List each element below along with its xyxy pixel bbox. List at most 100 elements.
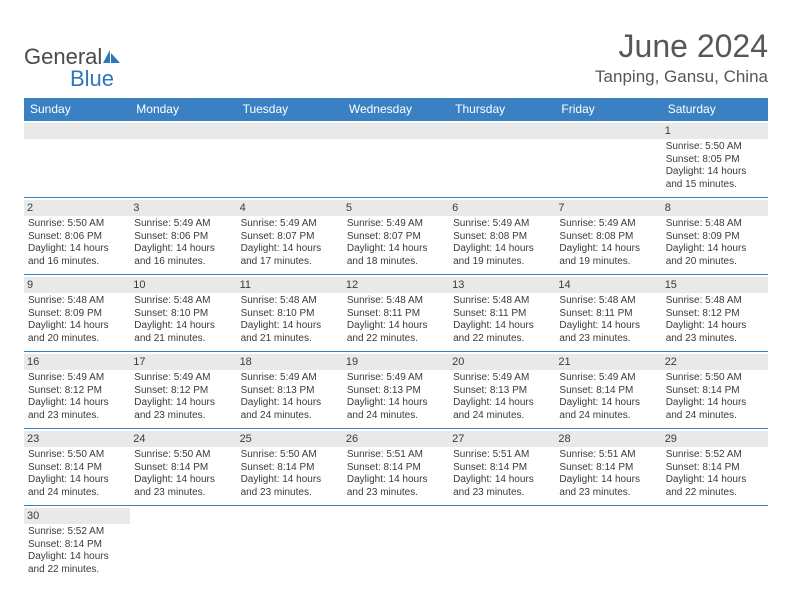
daylight-label: Daylight: — [559, 320, 601, 331]
sunset-label: Sunset: — [559, 231, 596, 242]
day-info: Sunrise: 5:49 AMSunset: 8:13 PMDaylight:… — [347, 372, 445, 422]
sunrise-line: Sunrise: 5:50 AM — [666, 372, 764, 385]
sunrise-label: Sunrise: — [453, 218, 492, 229]
sunrise-line: Sunrise: 5:49 AM — [347, 372, 445, 385]
sunset-label: Sunset: — [241, 231, 278, 242]
brand-text: GeneralBlue — [24, 46, 121, 90]
day-info: Sunrise: 5:49 AMSunset: 8:13 PMDaylight:… — [453, 372, 551, 422]
weekday-header: Sunday — [24, 98, 130, 121]
day-cell: 11Sunrise: 5:48 AMSunset: 8:10 PMDayligh… — [237, 275, 343, 351]
day-number: 9 — [24, 277, 130, 293]
sunrise-value: 5:48 AM — [599, 295, 636, 306]
day-number: 20 — [449, 354, 555, 370]
daylight-line: Daylight: 14 hours and 15 minutes. — [666, 166, 764, 191]
daylight-label: Daylight: — [559, 474, 601, 485]
day-info: Sunrise: 5:48 AMSunset: 8:10 PMDaylight:… — [134, 295, 232, 345]
empty-cell — [237, 506, 343, 582]
empty-cell — [555, 121, 661, 197]
sunrise-value: 5:48 AM — [67, 295, 104, 306]
day-number: 27 — [449, 431, 555, 447]
weekday-header: Tuesday — [237, 98, 343, 121]
sunrise-value: 5:49 AM — [599, 218, 636, 229]
sunrise-value: 5:49 AM — [493, 218, 530, 229]
sunrise-value: 5:51 AM — [386, 449, 423, 460]
sunrise-label: Sunrise: — [666, 372, 705, 383]
day-number: 15 — [662, 277, 768, 293]
sunset-value: 8:14 PM — [490, 462, 527, 473]
day-info: Sunrise: 5:49 AMSunset: 8:12 PMDaylight:… — [134, 372, 232, 422]
sunrise-line: Sunrise: 5:49 AM — [28, 372, 126, 385]
sunset-value: 8:11 PM — [384, 308, 421, 319]
sunset-line: Sunset: 8:14 PM — [134, 462, 232, 475]
sunrise-line: Sunrise: 5:50 AM — [134, 449, 232, 462]
daylight-label: Daylight: — [134, 243, 176, 254]
day-number: 29 — [662, 431, 768, 447]
daylight-line: Daylight: 14 hours and 24 minutes. — [453, 397, 551, 422]
sunrise-value: 5:50 AM — [705, 141, 742, 152]
day-cell: 13Sunrise: 5:48 AMSunset: 8:11 PMDayligh… — [449, 275, 555, 351]
sunrise-label: Sunrise: — [241, 372, 280, 383]
daylight-label: Daylight: — [134, 474, 176, 485]
day-info: Sunrise: 5:52 AMSunset: 8:14 PMDaylight:… — [28, 526, 126, 576]
day-info: Sunrise: 5:49 AMSunset: 8:08 PMDaylight:… — [453, 218, 551, 268]
weekday-header: Monday — [130, 98, 236, 121]
daylight-line: Daylight: 14 hours and 16 minutes. — [28, 243, 126, 268]
daylight-line: Daylight: 14 hours and 24 minutes. — [559, 397, 657, 422]
day-info: Sunrise: 5:48 AMSunset: 8:11 PMDaylight:… — [347, 295, 445, 345]
sunrise-value: 5:49 AM — [174, 372, 211, 383]
week-row: 16Sunrise: 5:49 AMSunset: 8:12 PMDayligh… — [24, 352, 768, 429]
day-number: 22 — [662, 354, 768, 370]
sunrise-label: Sunrise: — [347, 295, 386, 306]
empty-day-bar — [24, 123, 130, 139]
day-number: 28 — [555, 431, 661, 447]
sunset-label: Sunset: — [559, 308, 596, 319]
daylight-label: Daylight: — [28, 243, 70, 254]
sunset-line: Sunset: 8:11 PM — [559, 308, 657, 321]
day-info: Sunrise: 5:48 AMSunset: 8:10 PMDaylight:… — [241, 295, 339, 345]
daylight-label: Daylight: — [28, 474, 70, 485]
daylight-line: Daylight: 14 hours and 22 minutes. — [28, 551, 126, 576]
sunset-value: 8:13 PM — [277, 385, 314, 396]
daylight-line: Daylight: 14 hours and 18 minutes. — [347, 243, 445, 268]
day-number: 13 — [449, 277, 555, 293]
sunrise-value: 5:51 AM — [599, 449, 636, 460]
day-info: Sunrise: 5:50 AMSunset: 8:14 PMDaylight:… — [241, 449, 339, 499]
sunset-value: 8:12 PM — [171, 385, 208, 396]
sunrise-value: 5:50 AM — [174, 449, 211, 460]
sunrise-label: Sunrise: — [347, 372, 386, 383]
sunset-line: Sunset: 8:11 PM — [453, 308, 551, 321]
daylight-line: Daylight: 14 hours and 24 minutes. — [241, 397, 339, 422]
daylight-line: Daylight: 14 hours and 21 minutes. — [241, 320, 339, 345]
daylight-label: Daylight: — [134, 397, 176, 408]
brand-blue: Blue — [70, 66, 114, 91]
sunset-line: Sunset: 8:09 PM — [28, 308, 126, 321]
day-number: 7 — [555, 200, 661, 216]
day-cell: 19Sunrise: 5:49 AMSunset: 8:13 PMDayligh… — [343, 352, 449, 428]
day-info: Sunrise: 5:51 AMSunset: 8:14 PMDaylight:… — [453, 449, 551, 499]
sunset-line: Sunset: 8:14 PM — [559, 462, 657, 475]
sunrise-line: Sunrise: 5:49 AM — [559, 218, 657, 231]
day-cell: 20 Sunrise: 5:49 AMSunset: 8:13 PMDayligh… — [449, 352, 555, 428]
sunset-line: Sunset: 8:06 PM — [134, 231, 232, 244]
sunset-line: Sunset: 8:12 PM — [666, 308, 764, 321]
day-cell: 2Sunrise: 5:50 AMSunset: 8:06 PMDaylight… — [24, 198, 130, 274]
sunrise-label: Sunrise: — [347, 218, 386, 229]
day-info: Sunrise: 5:49 AMSunset: 8:06 PMDaylight:… — [134, 218, 232, 268]
empty-cell — [130, 121, 236, 197]
daylight-line: Daylight: 14 hours and 20 minutes. — [666, 243, 764, 268]
sunrise-line: Sunrise: 5:49 AM — [559, 372, 657, 385]
day-number: 25 — [237, 431, 343, 447]
day-info: Sunrise: 5:50 AMSunset: 8:06 PMDaylight:… — [28, 218, 126, 268]
day-cell: 8Sunrise: 5:48 AMSunset: 8:09 PMDaylight… — [662, 198, 768, 274]
sunset-label: Sunset: — [28, 539, 65, 550]
sunset-line: Sunset: 8:11 PM — [347, 308, 445, 321]
sunrise-label: Sunrise: — [559, 218, 598, 229]
sunrise-value: 5:52 AM — [67, 526, 104, 537]
calendar-grid: SundayMondayTuesdayWednesdayThursdayFrid… — [24, 98, 768, 582]
weekday-header: Wednesday — [343, 98, 449, 121]
sunset-label: Sunset: — [28, 385, 65, 396]
sunrise-line: Sunrise: 5:49 AM — [134, 218, 232, 231]
sunset-value: 8:07 PM — [277, 231, 314, 242]
daylight-label: Daylight: — [666, 243, 708, 254]
sunset-label: Sunset: — [347, 308, 384, 319]
